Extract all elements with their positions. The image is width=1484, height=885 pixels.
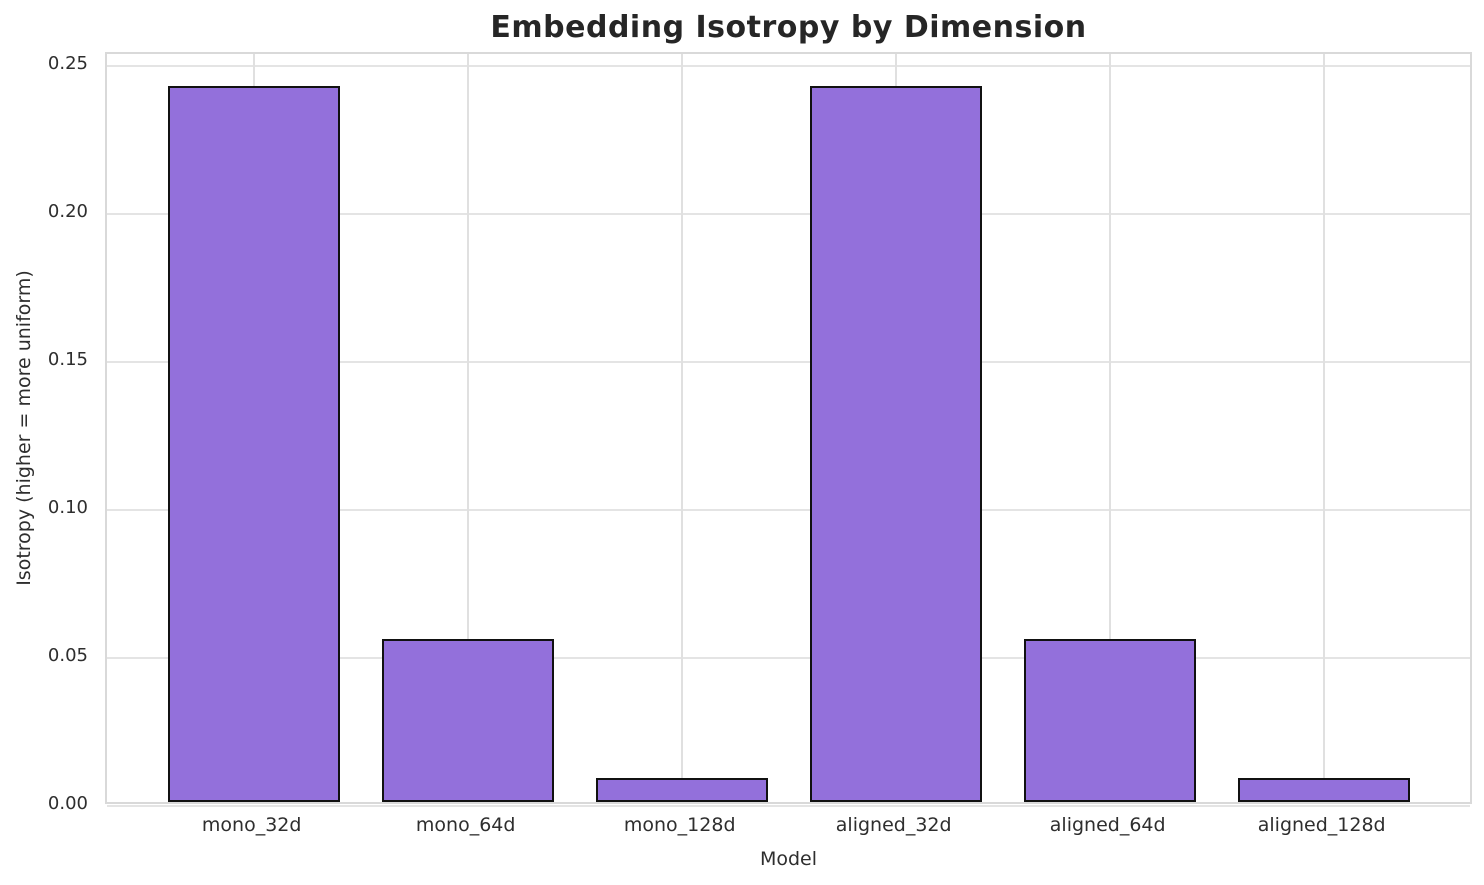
v-gridline (466, 54, 469, 802)
plot-area (105, 52, 1472, 807)
x-tick-label: aligned_64d (1049, 814, 1166, 836)
x-tick-label: mono_128d (623, 814, 736, 836)
v-gridline (1108, 54, 1111, 802)
h-gridline (107, 657, 1470, 659)
chart-title: Embedding Isotropy by Dimension (490, 10, 1087, 45)
x-tick-label: aligned_128d (1257, 814, 1386, 836)
y-tick-label: 0.05 (47, 645, 88, 666)
y-tick-label: 0.25 (47, 53, 88, 74)
x-tick-label: mono_64d (415, 814, 516, 836)
x-tick-label: mono_32d (201, 814, 302, 836)
x-axis-label: Model (759, 848, 818, 870)
y-tick-label: 0.10 (47, 497, 88, 518)
y-tick-label: 0.15 (47, 349, 88, 370)
bar-mono_32d (167, 86, 340, 802)
bar-aligned_32d (809, 86, 982, 802)
h-gridline (107, 361, 1470, 363)
h-gridline (107, 509, 1470, 511)
h-gridline (107, 805, 1470, 807)
bar-aligned_64d (1023, 639, 1196, 802)
y-tick-label: 0.20 (47, 201, 88, 222)
y-tick-label: 0.00 (47, 793, 88, 814)
bar-mono_128d (595, 778, 768, 802)
v-gridline (1322, 54, 1325, 802)
v-gridline (680, 54, 683, 802)
y-axis-label: Isotropy (higher = more uniform) (13, 270, 35, 586)
h-gridline (107, 65, 1470, 67)
h-gridline (107, 213, 1470, 215)
bar-mono_64d (381, 639, 554, 802)
bar-aligned_128d (1237, 778, 1410, 802)
x-tick-label: aligned_32d (835, 814, 952, 836)
